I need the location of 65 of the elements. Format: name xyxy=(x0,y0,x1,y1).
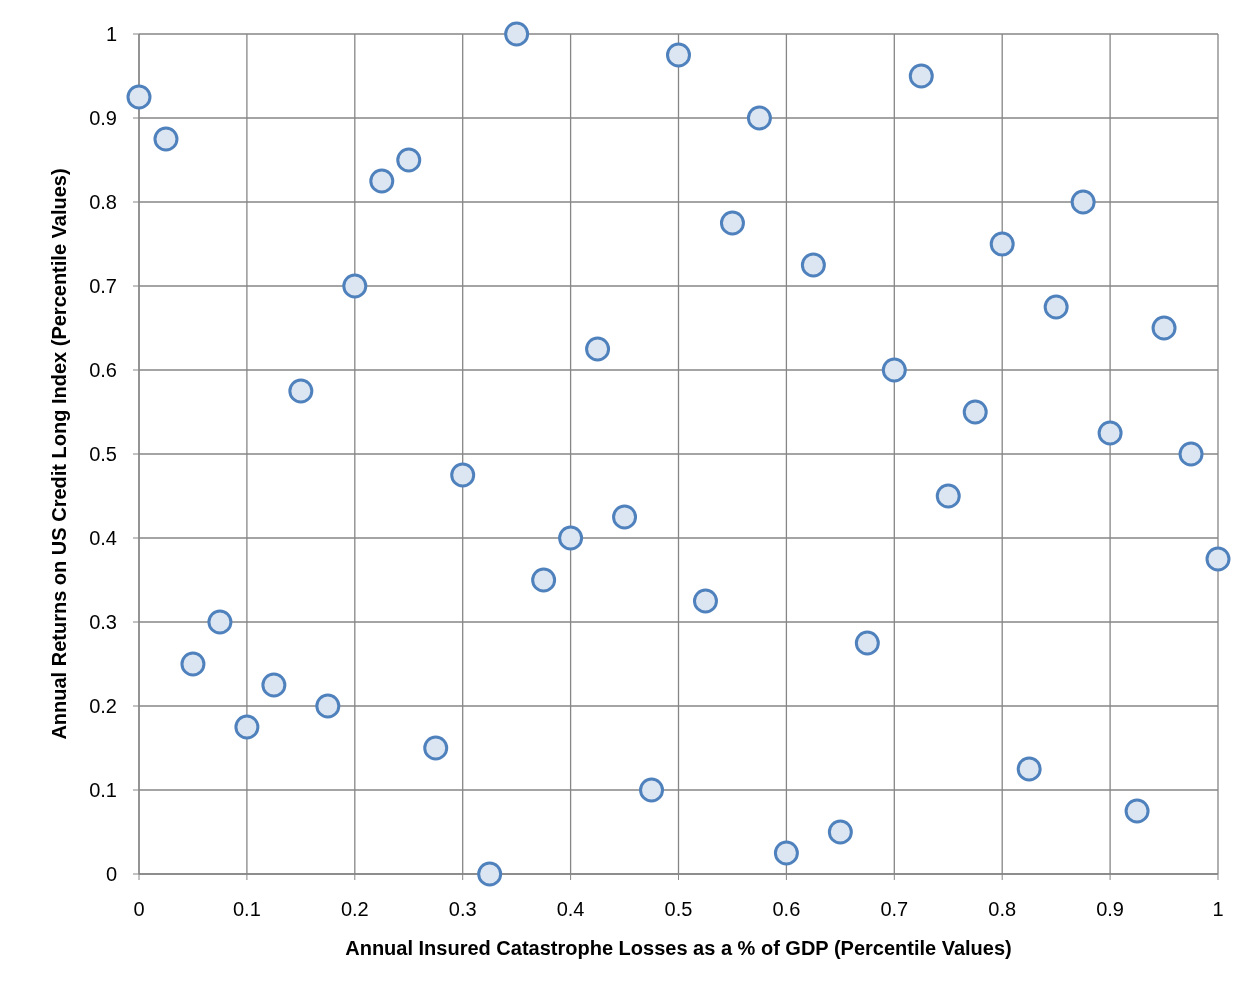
x-tick-label: 0 xyxy=(133,898,145,920)
point xyxy=(585,336,611,362)
point xyxy=(315,693,341,719)
point xyxy=(369,168,395,194)
y-axis-title: Annual Returns on US Credit Long Index (Percentile Values) xyxy=(48,168,70,740)
x-tick-label: 0.2 xyxy=(340,898,369,920)
point xyxy=(908,63,934,89)
x-tick-label: 0.7 xyxy=(880,898,909,920)
x-tick-label: 0.5 xyxy=(664,898,693,920)
y-tick-label: 0.5 xyxy=(89,443,117,465)
point xyxy=(612,504,638,530)
point xyxy=(288,378,314,404)
point xyxy=(1070,189,1096,215)
point xyxy=(423,735,449,761)
point xyxy=(800,252,826,278)
point xyxy=(234,714,260,740)
point xyxy=(261,672,287,698)
point xyxy=(153,126,179,152)
x-tick-label: 0.4 xyxy=(556,898,585,920)
point xyxy=(342,273,368,299)
point xyxy=(666,42,691,68)
y-tick-label: 0.6 xyxy=(89,359,117,381)
point xyxy=(935,483,961,509)
y-tick-label: 0 xyxy=(105,863,117,885)
point xyxy=(773,840,799,866)
y-tick-label: 1 xyxy=(105,23,117,45)
x-tick-label: 0.6 xyxy=(772,898,801,920)
point xyxy=(207,609,233,635)
y-tick-label: 0.8 xyxy=(89,191,117,213)
x-tick-label: 1 xyxy=(1212,898,1224,920)
x-tick-label: 0.9 xyxy=(1096,898,1125,920)
point xyxy=(180,651,206,677)
point xyxy=(989,231,1015,257)
y-tick-label: 0.7 xyxy=(89,275,117,297)
point xyxy=(558,525,584,551)
x-tick-label: 0.8 xyxy=(988,898,1017,920)
point xyxy=(450,462,476,488)
y-tick-label: 0.3 xyxy=(89,611,117,633)
point xyxy=(1205,546,1231,572)
point xyxy=(1151,315,1177,341)
point xyxy=(692,588,718,614)
y-tick-label: 0.1 xyxy=(89,779,117,801)
x-tick-label: 0.1 xyxy=(232,898,261,920)
point xyxy=(1016,756,1042,782)
point xyxy=(854,630,880,656)
point xyxy=(531,567,557,593)
x-axis-title: Annual Insured Catastrophe Losses as a % of GDP (Percentile Values) xyxy=(345,937,1012,959)
point xyxy=(396,147,422,173)
point xyxy=(126,84,152,110)
point xyxy=(477,861,503,887)
point xyxy=(1178,441,1204,467)
point xyxy=(639,777,665,803)
point xyxy=(719,210,745,236)
point xyxy=(962,399,988,425)
point xyxy=(1097,420,1123,446)
y-tick-label: 0.4 xyxy=(89,527,117,549)
point xyxy=(1043,294,1069,320)
x-tick-label: 0.3 xyxy=(448,898,477,920)
point xyxy=(827,819,853,845)
point xyxy=(881,357,907,383)
point xyxy=(746,105,772,131)
y-tick-label: 0.9 xyxy=(89,107,117,129)
point xyxy=(504,21,530,47)
y-tick-label: 0.2 xyxy=(89,695,117,717)
point xyxy=(1124,798,1150,824)
